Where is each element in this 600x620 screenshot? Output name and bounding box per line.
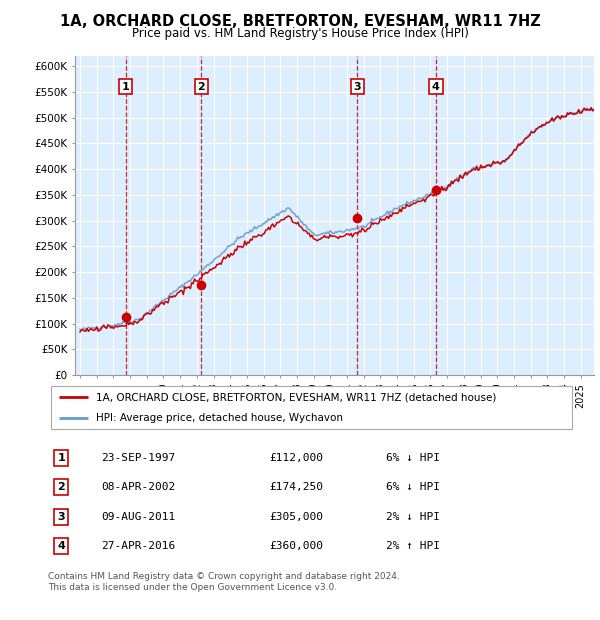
- Text: £305,000: £305,000: [270, 512, 324, 521]
- Text: 4: 4: [432, 82, 440, 92]
- Text: £360,000: £360,000: [270, 541, 324, 551]
- Text: 1: 1: [58, 453, 65, 463]
- FancyBboxPatch shape: [50, 386, 572, 429]
- Text: Contains HM Land Registry data © Crown copyright and database right 2024.
This d: Contains HM Land Registry data © Crown c…: [48, 572, 400, 593]
- Text: 3: 3: [353, 82, 361, 92]
- Text: 1: 1: [122, 82, 130, 92]
- Text: 2: 2: [58, 482, 65, 492]
- Text: 1A, ORCHARD CLOSE, BRETFORTON, EVESHAM, WR11 7HZ (detached house): 1A, ORCHARD CLOSE, BRETFORTON, EVESHAM, …: [95, 392, 496, 402]
- Text: 4: 4: [57, 541, 65, 551]
- Text: £112,000: £112,000: [270, 453, 324, 463]
- Text: 6% ↓ HPI: 6% ↓ HPI: [386, 453, 440, 463]
- Text: 23-SEP-1997: 23-SEP-1997: [101, 453, 175, 463]
- Text: 09-AUG-2011: 09-AUG-2011: [101, 512, 175, 521]
- Text: HPI: Average price, detached house, Wychavon: HPI: Average price, detached house, Wych…: [95, 413, 343, 423]
- Text: 2% ↓ HPI: 2% ↓ HPI: [386, 512, 440, 521]
- Text: Price paid vs. HM Land Registry's House Price Index (HPI): Price paid vs. HM Land Registry's House …: [131, 27, 469, 40]
- Text: £174,250: £174,250: [270, 482, 324, 492]
- Text: 2: 2: [197, 82, 205, 92]
- Text: 3: 3: [58, 512, 65, 521]
- Text: 27-APR-2016: 27-APR-2016: [101, 541, 175, 551]
- Text: 1A, ORCHARD CLOSE, BRETFORTON, EVESHAM, WR11 7HZ: 1A, ORCHARD CLOSE, BRETFORTON, EVESHAM, …: [59, 14, 541, 29]
- Text: 08-APR-2002: 08-APR-2002: [101, 482, 175, 492]
- Text: 6% ↓ HPI: 6% ↓ HPI: [386, 482, 440, 492]
- Text: 2% ↑ HPI: 2% ↑ HPI: [386, 541, 440, 551]
